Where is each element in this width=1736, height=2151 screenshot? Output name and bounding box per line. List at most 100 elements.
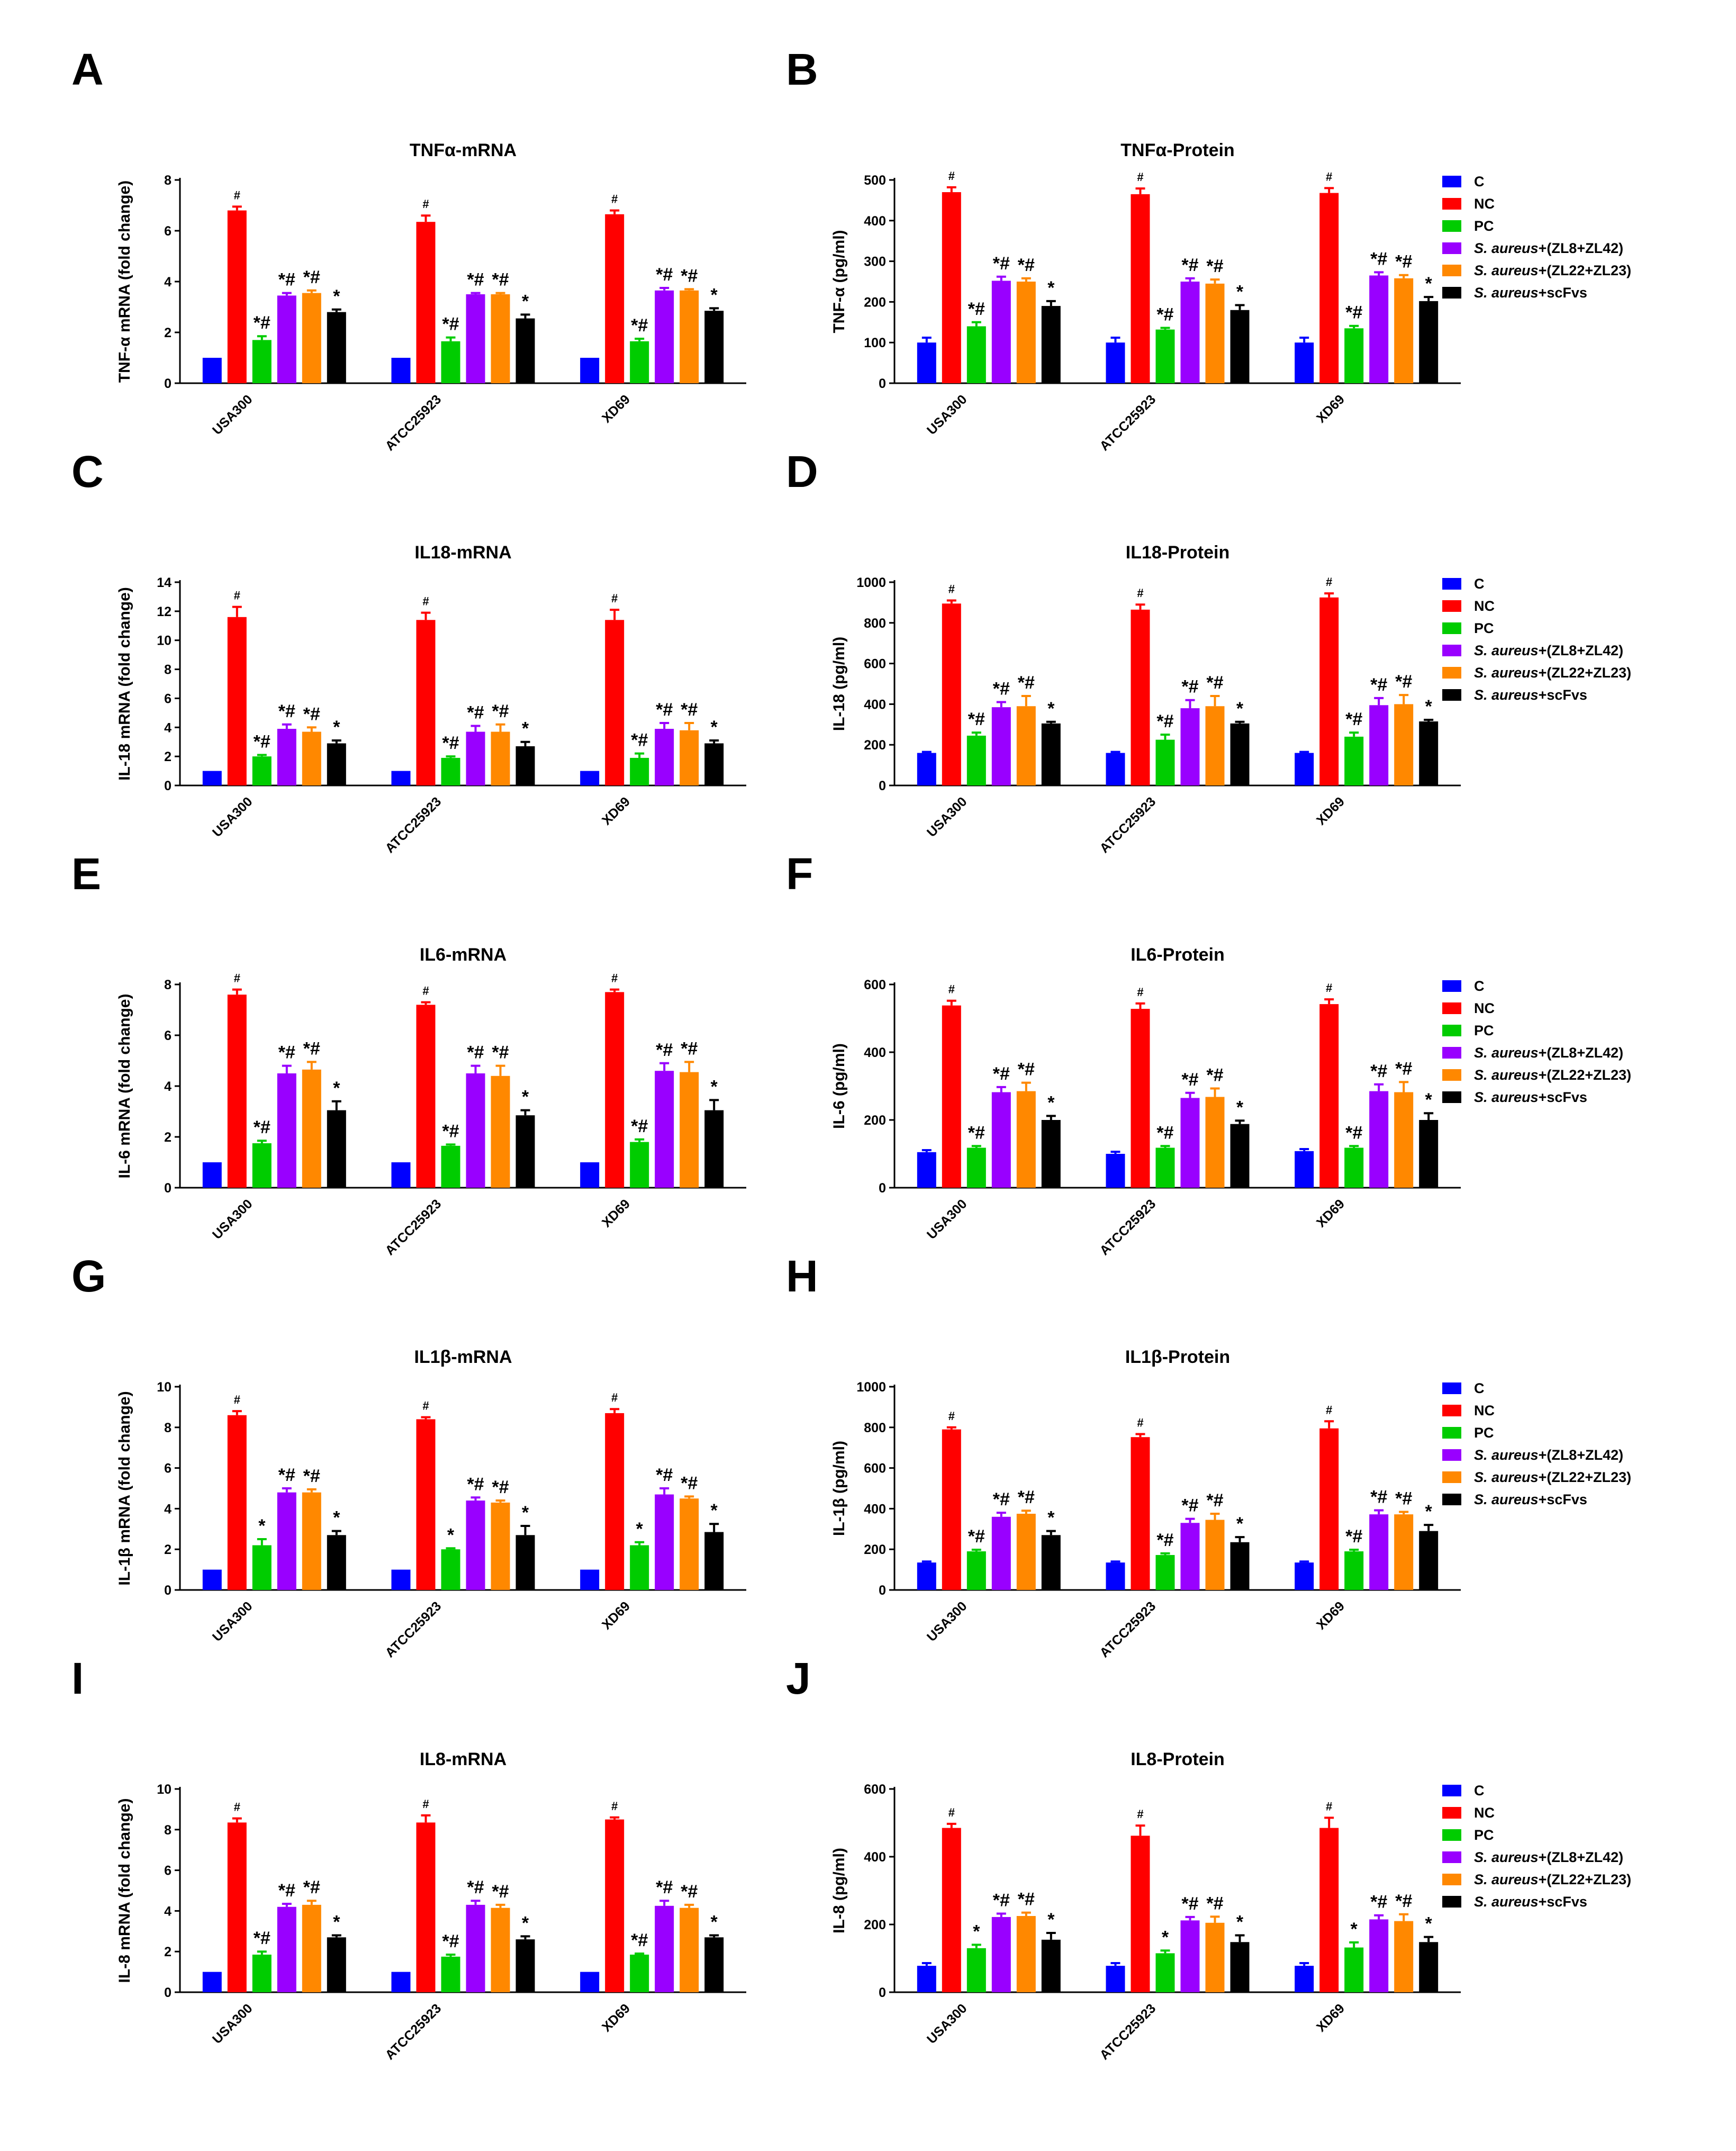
significance-mark: *# bbox=[467, 1877, 484, 1897]
legend-label-italic: S. aureus bbox=[1474, 1045, 1539, 1061]
x-tick-label: XD69 bbox=[1314, 392, 1348, 426]
legend-label: PC bbox=[1474, 1023, 1494, 1038]
significance-mark: * bbox=[1236, 1514, 1244, 1534]
significance-mark: *# bbox=[1156, 305, 1173, 325]
y-tick-label: 12 bbox=[157, 604, 171, 619]
panel-G: G IL1β-mRNA IL-1β mRNA (fold change) 0 2 4 6 8 1… bbox=[71, 1251, 746, 1660]
legend-label: S. aureus+scFvs bbox=[1474, 1089, 1587, 1105]
significance-mark: *# bbox=[442, 733, 459, 753]
significance-mark: *# bbox=[1345, 709, 1362, 729]
significance-mark: *# bbox=[254, 1928, 270, 1948]
significance-mark: *# bbox=[681, 1038, 698, 1059]
significance-mark: *# bbox=[1370, 1487, 1387, 1507]
significance-mark: *# bbox=[1018, 1487, 1035, 1507]
significance-mark: *# bbox=[993, 679, 1010, 699]
significance-mark: *# bbox=[1345, 1526, 1362, 1547]
y-axis-label: TNF-α mRNA (fold change) bbox=[116, 180, 133, 383]
bar bbox=[277, 295, 296, 383]
bar bbox=[680, 290, 699, 383]
significance-mark: # bbox=[422, 1797, 429, 1811]
legend-label: PC bbox=[1474, 1827, 1494, 1843]
significance-mark: # bbox=[422, 595, 429, 608]
y-tick-label: 0 bbox=[164, 1583, 171, 1598]
significance-mark: *# bbox=[303, 1466, 320, 1486]
x-tick-label: USA300 bbox=[924, 1598, 970, 1644]
legend-label: S. aureus+(ZL22+ZL23) bbox=[1474, 665, 1631, 681]
bar bbox=[1180, 708, 1200, 785]
significance-mark: * bbox=[1236, 282, 1244, 302]
bar bbox=[391, 1569, 411, 1590]
panel-letter: G bbox=[71, 1251, 106, 1301]
legend-swatch bbox=[1442, 1449, 1461, 1461]
y-tick-label: 10 bbox=[157, 1380, 171, 1395]
legend-swatch bbox=[1442, 622, 1461, 634]
bar bbox=[466, 1501, 485, 1590]
legend-label: S. aureus+(ZL8+ZL42) bbox=[1474, 240, 1623, 256]
legend-label-italic: S. aureus bbox=[1474, 643, 1539, 658]
significance-mark: *# bbox=[492, 1043, 509, 1063]
x-tick-label: ATCC25923 bbox=[382, 2001, 444, 2063]
y-axis-label: IL-18 mRNA (fold change) bbox=[116, 587, 133, 781]
y-tick-label: 8 bbox=[164, 663, 171, 677]
y-tick-label: 0 bbox=[164, 1985, 171, 2000]
significance-mark: *# bbox=[656, 1465, 673, 1485]
significance-mark: *# bbox=[968, 1123, 985, 1143]
bar bbox=[1419, 1531, 1439, 1590]
significance-mark: * bbox=[711, 1077, 718, 1097]
bar bbox=[704, 1532, 724, 1590]
bar bbox=[966, 326, 986, 383]
legend-label-rest: +(ZL8+ZL42) bbox=[1539, 1849, 1624, 1865]
bar bbox=[466, 1904, 485, 1992]
panel-letter: F bbox=[786, 849, 813, 899]
y-tick-label: 400 bbox=[864, 1850, 886, 1865]
significance-mark: *# bbox=[1018, 1890, 1035, 1910]
significance-mark: *# bbox=[492, 701, 509, 721]
significance-mark: *# bbox=[656, 265, 673, 285]
bar bbox=[1319, 193, 1339, 383]
bar bbox=[252, 1954, 272, 1992]
bar bbox=[1016, 706, 1036, 785]
legend-swatch bbox=[1442, 1785, 1461, 1796]
bar bbox=[416, 1419, 436, 1590]
significance-mark: *# bbox=[1181, 1894, 1198, 1914]
bar bbox=[202, 771, 222, 785]
significance-mark: * bbox=[1351, 1919, 1358, 1939]
significance-mark: *# bbox=[467, 1474, 484, 1494]
legend-label: C bbox=[1474, 174, 1485, 189]
y-tick-label: 10 bbox=[157, 1782, 171, 1797]
panel-B: B TNFα-Protein TNF-α (pg/ml) 0 100 200 300 400 5… bbox=[786, 44, 1461, 454]
significance-mark: *# bbox=[1181, 1070, 1198, 1090]
x-tick-label: ATCC25923 bbox=[382, 392, 444, 454]
bar bbox=[1369, 705, 1389, 785]
x-tick-label: USA300 bbox=[924, 1196, 970, 1242]
bar bbox=[1394, 278, 1414, 383]
x-tick-label: XD69 bbox=[599, 392, 633, 426]
legend-swatch bbox=[1442, 242, 1461, 254]
legend-label-rest: +(ZL22+ZL23) bbox=[1539, 263, 1632, 278]
legend-swatch bbox=[1442, 1851, 1461, 1863]
panel-letter: A bbox=[71, 44, 104, 94]
y-tick-label: 200 bbox=[864, 1918, 886, 1932]
legend-label-rest: +scFvs bbox=[1539, 1894, 1587, 1910]
y-tick-label: 200 bbox=[864, 1542, 886, 1557]
bar bbox=[630, 1545, 649, 1590]
legend-label: NC bbox=[1474, 196, 1495, 212]
panel-I: I IL8-mRNA IL-8 mRNA (fold change) 0 2 4 6 8 10 #… bbox=[71, 1653, 746, 2063]
bar bbox=[416, 222, 436, 383]
significance-mark: *# bbox=[968, 709, 985, 729]
significance-mark: * bbox=[258, 1516, 266, 1536]
significance-mark: # bbox=[948, 983, 955, 996]
bar bbox=[991, 281, 1011, 383]
y-tick-label: 8 bbox=[164, 978, 171, 992]
y-tick-label: 14 bbox=[157, 575, 171, 590]
bar bbox=[630, 341, 649, 383]
bar bbox=[1180, 282, 1200, 383]
legend-label: S. aureus+(ZL22+ZL23) bbox=[1474, 1469, 1631, 1485]
significance-mark: *# bbox=[1345, 1123, 1362, 1143]
significance-mark: *# bbox=[303, 704, 320, 724]
significance-mark: * bbox=[711, 285, 718, 305]
bar bbox=[655, 729, 674, 785]
significance-mark: # bbox=[234, 1801, 240, 1814]
